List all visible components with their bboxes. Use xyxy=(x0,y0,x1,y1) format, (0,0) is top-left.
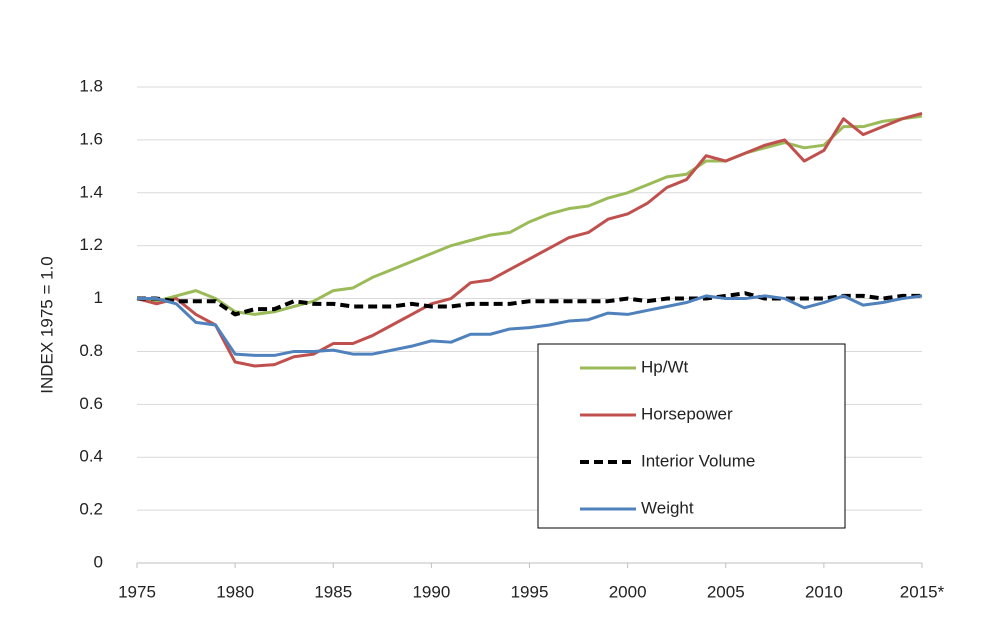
legend-label: Hp/Wt xyxy=(641,357,689,376)
y-tick-label: 0 xyxy=(94,552,103,571)
series-line xyxy=(137,291,922,317)
series-line xyxy=(136,111,923,368)
legend-box xyxy=(537,343,846,529)
legend-label: Weight xyxy=(641,498,694,517)
x-tick-label: 1995 xyxy=(511,582,549,601)
y-tick-label: 0.4 xyxy=(79,447,103,466)
y-tick-label: 1.2 xyxy=(79,235,103,254)
y-tick-label: 1.8 xyxy=(79,76,103,95)
series-line xyxy=(136,114,923,316)
y-axis-label: INDEX 1975 = 1.0 xyxy=(37,256,56,394)
y-tick-label: 0.8 xyxy=(79,341,103,360)
legend-label: Horsepower xyxy=(641,404,733,423)
x-tick-label: 2010 xyxy=(805,582,843,601)
legend: Hp/Wt Horsepower Interior Volume Weight xyxy=(537,343,846,529)
x-tick-label: 1975 xyxy=(118,582,156,601)
x-tick-label: 1990 xyxy=(412,582,450,601)
x-tick-label: 2015* xyxy=(900,582,945,601)
series-line xyxy=(137,294,923,357)
y-tick-label: 1.6 xyxy=(79,129,103,148)
x-tick-label: 2000 xyxy=(609,582,647,601)
x-tick-label: 2005 xyxy=(707,582,745,601)
y-tick-label: 1.4 xyxy=(79,182,103,201)
y-tick-label: 0.2 xyxy=(79,500,103,519)
y-tick-label: 1 xyxy=(94,288,103,307)
legend-label: Interior Volume xyxy=(641,451,755,470)
x-tick-label: 1985 xyxy=(314,582,352,601)
y-tick-label: 0.6 xyxy=(79,394,103,413)
x-tick-label: 1980 xyxy=(216,582,254,601)
